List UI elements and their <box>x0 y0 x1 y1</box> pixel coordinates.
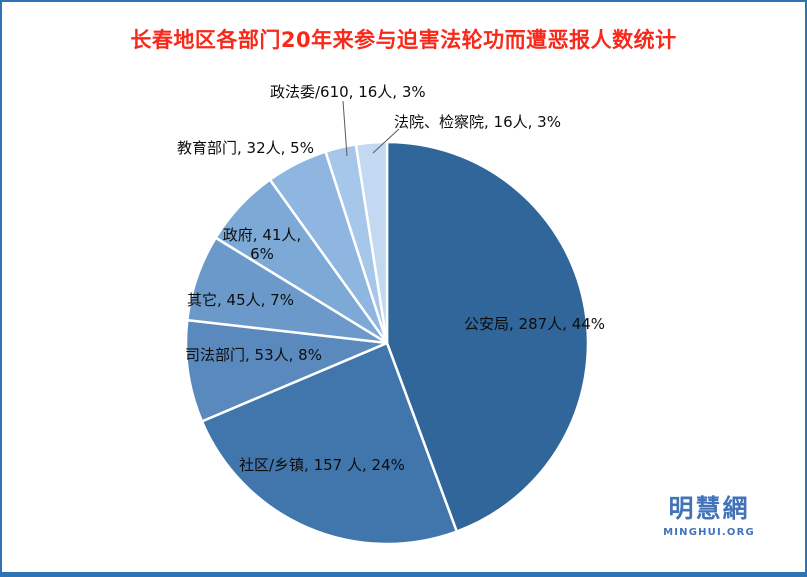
slice-label-government-line2: 6% <box>250 244 274 263</box>
slice-label-government-line1: 政府, 41人, <box>222 226 302 244</box>
slice-label-judicial: 司法部门, 53人, 8% <box>185 346 322 364</box>
slice-label-government: 政府, 41人, 6% <box>214 226 310 264</box>
slice-label-courts-procuratorate: 法院、检察院, 16人, 3% <box>394 113 561 131</box>
leader-line-plac-610 <box>342 100 348 157</box>
leader-line-courts-procuratorate <box>372 128 400 154</box>
slice-label-other: 其它, 45人, 7% <box>187 291 294 309</box>
minghui-logo-latin: MINGHUI.ORG <box>663 527 755 538</box>
pie-slice-7 <box>354 140 389 345</box>
minghui-logo: 明慧網 MINGHUI.ORG <box>662 489 756 538</box>
pie-slice-0 <box>385 140 590 533</box>
slice-label-public-security: 公安局, 287人, 44% <box>464 315 606 333</box>
pie-slice-1 <box>200 341 459 546</box>
pie-slice-2 <box>184 318 389 423</box>
slice-label-community-township: 社区/乡镇, 157 人, 24% <box>239 456 405 474</box>
slice-label-plac-610: 政法委/610, 16人, 3% <box>270 83 426 101</box>
chart-title: 长春地区各部门20年来参与迫害法轮功而遭恶报人数统计 <box>130 28 677 52</box>
minghui-logo-cjk: 明慧網 <box>668 494 750 523</box>
slice-label-education: 教育部门, 32人, 5% <box>177 139 314 157</box>
